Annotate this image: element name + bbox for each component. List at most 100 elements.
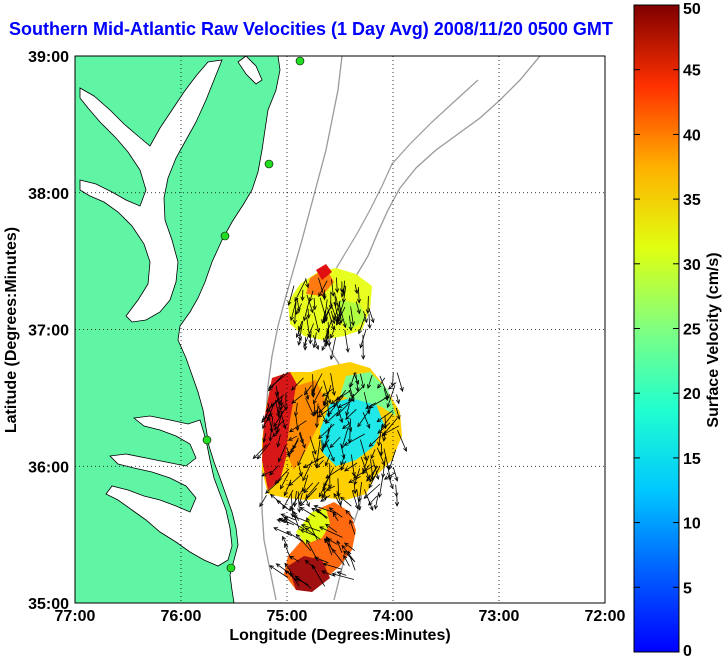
colorbar-tick-label: 40 [683, 127, 701, 144]
velocity-vector-head [330, 399, 336, 405]
radar-station-marker [220, 231, 230, 241]
velocity-vector-head [299, 439, 304, 445]
velocity-vector-head [310, 411, 315, 417]
velocity-vector-head [369, 506, 374, 511]
grid [75, 56, 605, 603]
velocity-vector-head [297, 336, 302, 342]
velocity-vector-head [280, 513, 286, 518]
velocity-vector [282, 489, 294, 509]
velocity-vector [347, 551, 356, 571]
radar-station-marker [202, 435, 212, 445]
velocity-vector-head [302, 316, 308, 322]
bathymetry-contour-inner [261, 56, 343, 601]
velocity-vector [269, 565, 288, 578]
velocity-vector [330, 327, 336, 339]
velocity-vector [360, 439, 367, 461]
velocity-vector [330, 337, 336, 360]
velocity-vector [343, 550, 355, 562]
velocity-vector [330, 310, 335, 324]
velocity-vector [360, 373, 365, 388]
velocity-vector [273, 409, 286, 427]
velocity-vector-head [356, 298, 362, 304]
velocity-vector-head [348, 479, 354, 484]
velocity-vector [320, 495, 331, 502]
velocity-vector-head [384, 396, 389, 401]
velocity-vector-head [337, 404, 343, 408]
velocity-vector-head [345, 415, 350, 420]
velocity-vector [282, 536, 289, 548]
velocity-vector [327, 538, 337, 544]
velocity-vector-head [283, 543, 288, 548]
velocity-vector-head [279, 402, 284, 407]
velocity-vector-head [280, 484, 284, 490]
velocity-vector-head [315, 508, 321, 513]
velocity-vector-head [345, 509, 350, 515]
colorbar-label: Surface Velocity (cm/s) [705, 252, 722, 427]
velocity-vector-head [288, 428, 294, 433]
velocity-vector [304, 384, 312, 395]
velocity-vector-head [304, 527, 310, 532]
velocity-vector-head [347, 550, 352, 556]
velocity-vector-head [322, 295, 327, 301]
velocity-vector [372, 459, 379, 480]
velocity-vector [294, 298, 297, 324]
velocity-vector-head [289, 316, 295, 322]
velocity-vector [349, 315, 352, 331]
velocity-vector-head [261, 418, 266, 424]
velocity-vector [309, 290, 314, 302]
velocity-vector [377, 422, 391, 434]
velocity-vector [351, 490, 359, 509]
velocity-vector-head [382, 431, 387, 436]
velocity-vector-head [345, 347, 350, 353]
velocity-vector [295, 416, 299, 431]
velocity-vector-head [368, 442, 374, 448]
velocity-vector [342, 421, 352, 429]
velocity-vector-head [336, 571, 342, 576]
velocity-vector [303, 323, 314, 347]
velocity-vector [322, 388, 334, 397]
velocity-vector [296, 298, 300, 312]
velocity-vector [298, 320, 304, 346]
velocity-vector-head [284, 515, 289, 521]
velocity-vector-head [262, 438, 267, 443]
velocity-vector [350, 306, 354, 326]
velocity-vector [360, 456, 370, 479]
velocity-vector-head [295, 310, 300, 316]
velocity-vector-head [332, 512, 337, 518]
velocity-vector-head [312, 305, 317, 311]
velocity-vector-head [295, 533, 301, 539]
velocity-vector [321, 570, 335, 577]
velocity-vector [340, 455, 345, 466]
velocity-vector [313, 332, 317, 348]
colorbar-tick-label: 15 [683, 451, 701, 468]
velocity-vector [323, 319, 333, 343]
velocity-vector-head [317, 413, 323, 418]
x-tick-label: 72:00 [585, 608, 626, 625]
colorbar-tick-label: 0 [683, 643, 692, 659]
velocity-vector-head [303, 463, 308, 468]
velocity-vector-head [377, 429, 383, 434]
velocity-vector [368, 313, 371, 329]
velocity-vector-head [357, 422, 362, 428]
velocity-vector [302, 289, 304, 301]
velocity-vector [370, 449, 376, 459]
velocity-vector [278, 445, 287, 462]
velocity-vector-head [292, 515, 298, 520]
plot-frame [74, 55, 606, 604]
velocity-vector-head [331, 319, 336, 325]
velocity-vector-head [322, 444, 327, 449]
velocity-vector [280, 472, 290, 489]
velocity-vector [382, 456, 386, 478]
velocity-vector [395, 407, 400, 420]
velocity-vector-head [267, 386, 273, 392]
velocity-vector-head [382, 436, 387, 442]
velocity-vector-head [340, 292, 345, 298]
velocity-vector-head [354, 289, 359, 295]
velocity-vector [276, 563, 293, 576]
velocity-vector [275, 385, 279, 396]
velocity-vector-head [323, 442, 328, 448]
velocity-vector [263, 410, 269, 420]
velocity-vector-head [349, 382, 354, 388]
velocity-vector [338, 303, 346, 328]
velocity-vector [336, 277, 338, 293]
